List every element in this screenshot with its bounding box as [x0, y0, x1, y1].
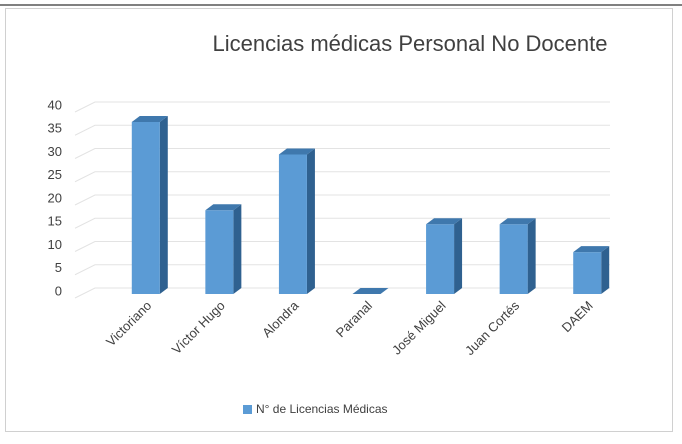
- grid-line: [74, 194, 610, 206]
- bar: [573, 252, 602, 294]
- bar-side: [454, 218, 463, 294]
- y-tick-label: 35: [48, 121, 62, 136]
- y-tick-label: 40: [48, 97, 62, 112]
- bar-top: [499, 218, 536, 225]
- bar-top: [573, 246, 610, 253]
- bar-side: [601, 246, 610, 294]
- y-tick-label: 10: [48, 237, 62, 252]
- bar-top: [278, 148, 315, 155]
- bar-top: [352, 288, 389, 294]
- bar: [278, 154, 307, 294]
- chart-frame: [5, 8, 673, 432]
- bar-side: [159, 115, 168, 294]
- bar-side: [233, 204, 242, 294]
- y-tick-label: 30: [48, 144, 62, 159]
- grid-line: [74, 148, 610, 159]
- y-tick-label: 5: [55, 260, 62, 275]
- y-tick-label: 25: [48, 167, 62, 182]
- bar-top: [131, 115, 168, 122]
- grid-line: [74, 171, 610, 183]
- bar-side: [306, 148, 315, 294]
- chart-title: Licencias médicas Personal No Docente: [213, 31, 608, 56]
- bar: [131, 121, 160, 294]
- bar: [205, 210, 234, 294]
- y-tick-label: 15: [48, 214, 62, 229]
- bar-top: [205, 204, 242, 211]
- bar: [499, 224, 528, 294]
- legend-label: N° de Licencias Médicas: [256, 402, 388, 416]
- y-tick-label: 0: [55, 283, 62, 298]
- bar-top: [426, 218, 463, 225]
- grid-line: [74, 101, 610, 113]
- grid-line: [74, 124, 610, 136]
- y-tick-label: 20: [48, 190, 62, 205]
- bar-side: [527, 218, 536, 294]
- legend-swatch: [243, 405, 252, 414]
- bar: [426, 224, 455, 294]
